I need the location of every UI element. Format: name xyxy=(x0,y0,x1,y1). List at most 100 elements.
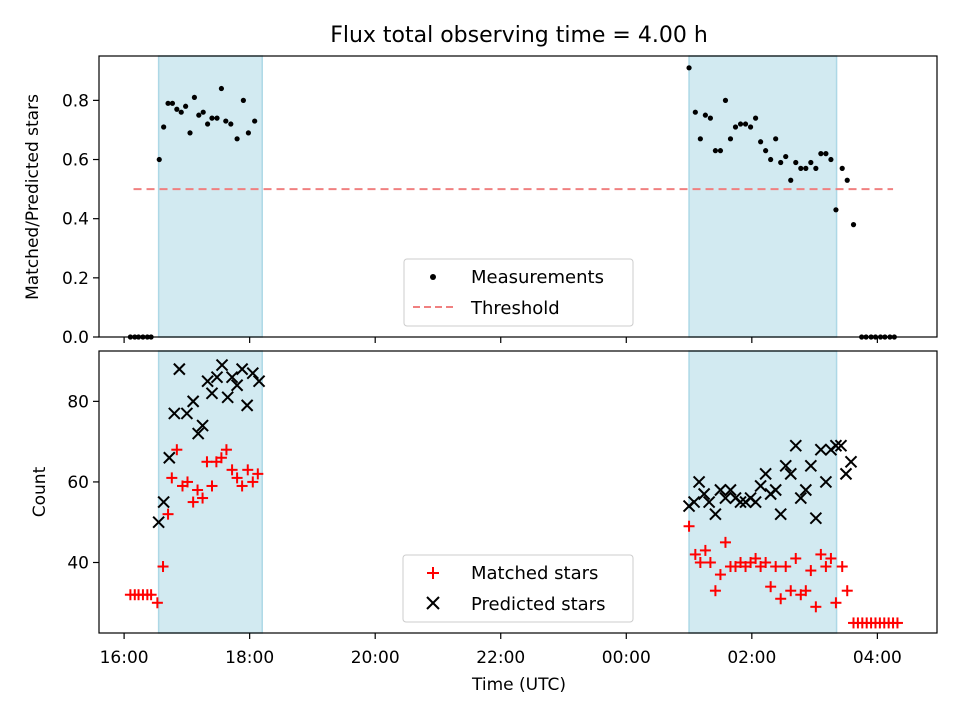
predicted-star-point xyxy=(844,455,858,468)
matched-star-point xyxy=(709,585,721,597)
measurement-point xyxy=(839,165,845,171)
chart-title: Flux total observing time = 4.00 h xyxy=(330,23,708,48)
x-tick-label: 16:00 xyxy=(100,648,149,668)
matched-star-point xyxy=(197,492,209,504)
measurement-point xyxy=(828,156,834,163)
y-tick-label: 0.8 xyxy=(62,91,89,111)
measurement-point xyxy=(712,148,719,154)
measurement-point xyxy=(223,118,229,124)
predicted-star-point xyxy=(809,511,823,525)
predicted-star-points xyxy=(152,358,858,529)
x-tick-label: 00:00 xyxy=(602,648,651,668)
y-tick-label: 60 xyxy=(67,473,89,493)
measurement-point xyxy=(228,121,234,127)
matched-star-point xyxy=(157,561,169,573)
matched-star-point xyxy=(891,617,903,629)
predicted-star-point xyxy=(799,483,813,497)
bottom-legend: Matched stars Predicted stars xyxy=(402,554,634,623)
measurement-point xyxy=(218,85,225,92)
bottom-x-ticks: 16:00 18:00 20:00 22:00 00:00 02:00 04:00 xyxy=(100,633,902,668)
measurement-point xyxy=(686,65,692,71)
measurement-point xyxy=(833,207,839,213)
matched-star-point xyxy=(765,581,777,593)
legend-threshold-label: Threshold xyxy=(470,298,560,319)
predicted-star-point xyxy=(252,375,266,388)
measurement-point xyxy=(187,130,193,136)
measurement-point xyxy=(240,97,246,103)
predicted-star-point xyxy=(759,467,772,481)
top-panel: 0.00.20.40.60.8 Matched/Predicted stars … xyxy=(23,55,938,348)
matched-star-point xyxy=(699,544,711,556)
matched-star-point xyxy=(206,480,218,492)
measurement-point xyxy=(692,109,698,115)
matched-star-point xyxy=(242,464,254,476)
measurement-point xyxy=(165,100,171,106)
matched-star-point xyxy=(151,597,163,609)
y-tick-label: 0.0 xyxy=(62,328,89,348)
top-shaded-bands xyxy=(157,55,838,338)
measurement-point xyxy=(717,148,724,154)
matched-star-point xyxy=(162,508,174,520)
predicted-star-point xyxy=(215,358,229,372)
predicted-star-point xyxy=(687,495,701,509)
measurement-point xyxy=(183,103,189,109)
matched-star-point xyxy=(236,480,248,492)
predicted-star-point xyxy=(724,483,737,497)
predicted-star-point xyxy=(697,487,711,501)
measurement-point xyxy=(763,148,769,154)
measurement-point xyxy=(737,121,744,127)
matched-star-point xyxy=(750,552,762,564)
matched-star-point xyxy=(810,601,822,613)
bottom-plot-frame xyxy=(98,350,938,634)
top-y-axis-label: Matched/Predicted stars xyxy=(23,94,43,300)
predicted-star-point xyxy=(794,491,807,505)
predicted-star-point xyxy=(230,379,244,392)
predicted-star-point xyxy=(719,491,732,505)
matched-star-point xyxy=(683,520,695,532)
measurement-point xyxy=(778,159,784,166)
y-tick-label: 0.2 xyxy=(62,269,89,289)
matched-star-point xyxy=(760,557,772,568)
shaded-band xyxy=(157,350,263,634)
matched-star-point xyxy=(166,472,178,484)
predicted-star-point xyxy=(210,370,224,384)
top-y-ticks: 0.0 0.2 0.4 0.6 0.8 xyxy=(62,91,99,348)
measurement-point xyxy=(758,139,764,145)
shaded-band xyxy=(688,55,838,338)
measurement-point xyxy=(783,153,789,160)
measurement-point xyxy=(752,115,759,121)
legend-matched-marker xyxy=(427,567,439,579)
measurement-point xyxy=(742,121,749,127)
predicted-star-point xyxy=(779,459,792,473)
matched-star-point xyxy=(247,476,259,488)
predicted-star-point xyxy=(246,366,259,380)
predicted-star-point xyxy=(804,459,818,473)
matched-star-point xyxy=(704,557,716,568)
y-tick-label: 0.6 xyxy=(62,151,89,171)
matched-star-point xyxy=(215,452,227,464)
matched-star-point xyxy=(201,456,213,468)
measurement-point xyxy=(209,115,215,121)
predicted-star-point xyxy=(191,427,205,440)
predicted-star-point xyxy=(734,495,747,509)
predicted-star-point xyxy=(814,443,828,456)
top-legend-box xyxy=(403,258,634,327)
predicted-star-point xyxy=(834,439,848,452)
y-tick-label: 0.4 xyxy=(62,210,89,230)
measurement-point xyxy=(252,118,258,124)
bottom-y-ticks: 40 60 80 xyxy=(67,392,99,574)
predicted-star-point xyxy=(829,439,843,452)
predicted-star-point xyxy=(769,483,782,497)
matched-star-point xyxy=(770,561,782,573)
measurement-point xyxy=(773,136,779,142)
matched-star-point xyxy=(220,444,232,456)
top-plot-frame xyxy=(98,55,938,338)
matched-star-point xyxy=(785,585,797,597)
matched-star-point xyxy=(226,464,238,476)
matched-star-point xyxy=(815,548,827,560)
x-tick-label: 04:00 xyxy=(853,648,902,668)
predicted-star-point xyxy=(201,375,214,388)
measurement-point xyxy=(191,94,198,101)
predicted-star-point xyxy=(714,483,727,497)
